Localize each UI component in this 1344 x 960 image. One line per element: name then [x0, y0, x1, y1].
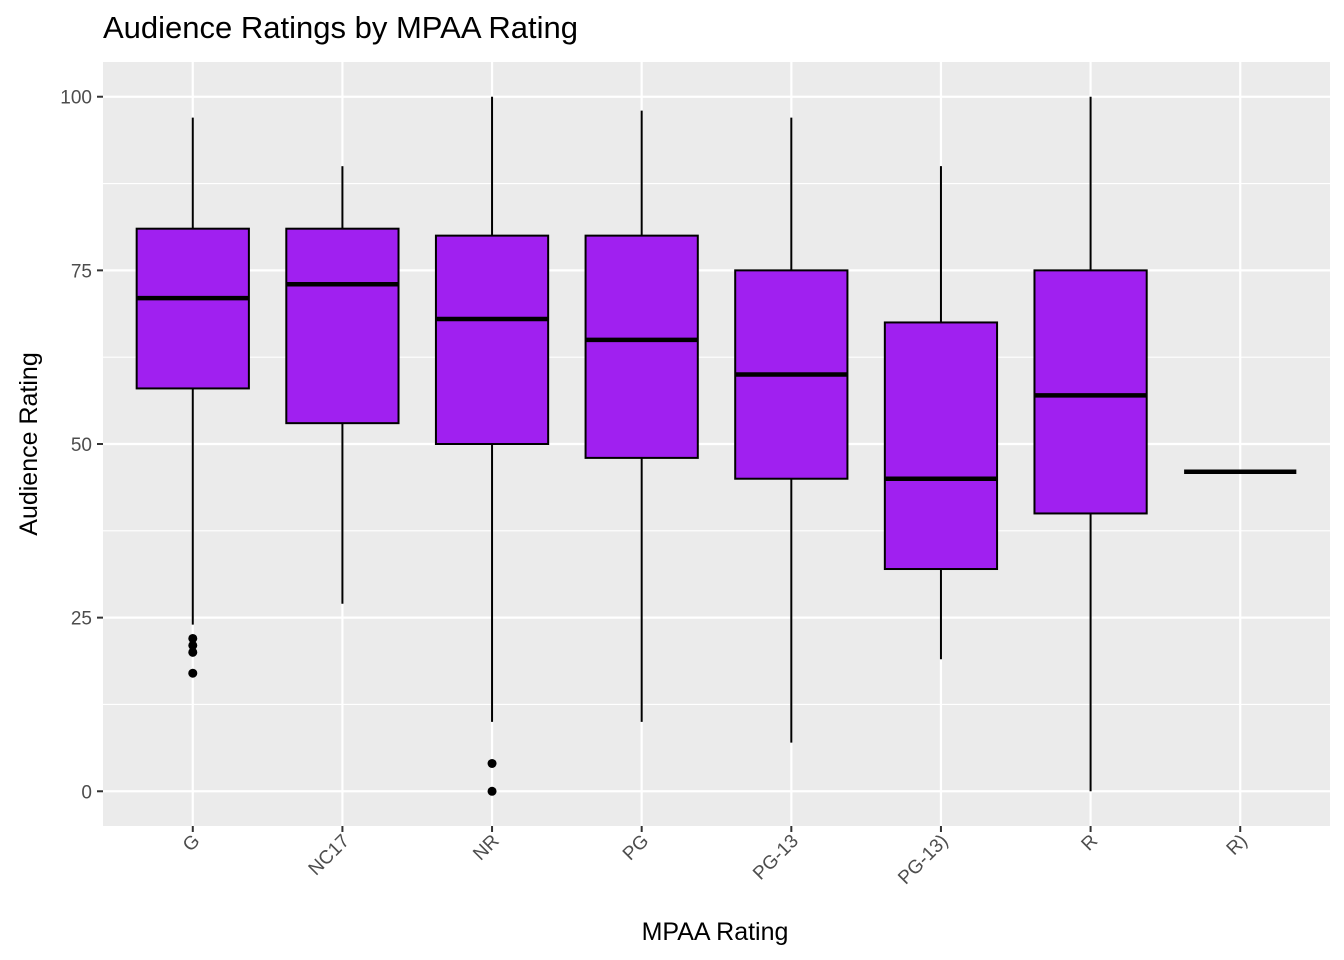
box-r — [1033, 96, 1148, 792]
y-tick-label: 0 — [81, 782, 92, 803]
x-axis-title: MPAA Rating — [642, 918, 789, 946]
y-axis-title: Audience Rating — [15, 352, 43, 535]
x-tick-label: R — [1078, 831, 1103, 856]
iqr-box — [434, 234, 550, 445]
x-tick-label: NR — [469, 831, 503, 865]
box-g — [135, 117, 250, 678]
box-pg — [584, 110, 699, 722]
box-pg-13 — [883, 166, 999, 660]
x-tick-label: PG-13 — [749, 831, 803, 885]
x-tick-label: G — [179, 831, 204, 856]
iqr-box — [584, 234, 699, 459]
x-axis: G NC17 NR PG PG-13 PG-13) R R) — [179, 826, 1252, 889]
y-tick-label: 50 — [71, 435, 92, 456]
iqr-box — [135, 227, 250, 390]
y-axis: 0 25 50 75 100 — [60, 88, 103, 803]
y-tick-label: 100 — [60, 88, 92, 109]
iqr-box — [285, 227, 400, 425]
outlier-point — [487, 786, 497, 796]
box-nc17 — [285, 166, 400, 604]
iqr-box — [1033, 269, 1148, 515]
chart-title: Audience Ratings by MPAA Rating — [103, 10, 579, 45]
x-tick-label: PG — [619, 831, 653, 865]
y-tick-label: 25 — [71, 609, 92, 630]
outlier-point — [188, 647, 198, 657]
iqr-box — [883, 321, 999, 571]
box-nr — [434, 96, 550, 796]
x-tick-label: R) — [1223, 831, 1252, 860]
boxes — [135, 96, 1297, 796]
outlier-point — [188, 668, 198, 678]
outlier-point — [188, 633, 198, 643]
y-tick-label: 75 — [71, 261, 92, 282]
x-tick-label: NC17 — [305, 831, 354, 880]
x-tick-label: PG-13) — [894, 831, 952, 889]
outlier-point — [188, 640, 198, 650]
box-pg-13 — [734, 117, 849, 743]
outlier-point — [487, 758, 497, 768]
